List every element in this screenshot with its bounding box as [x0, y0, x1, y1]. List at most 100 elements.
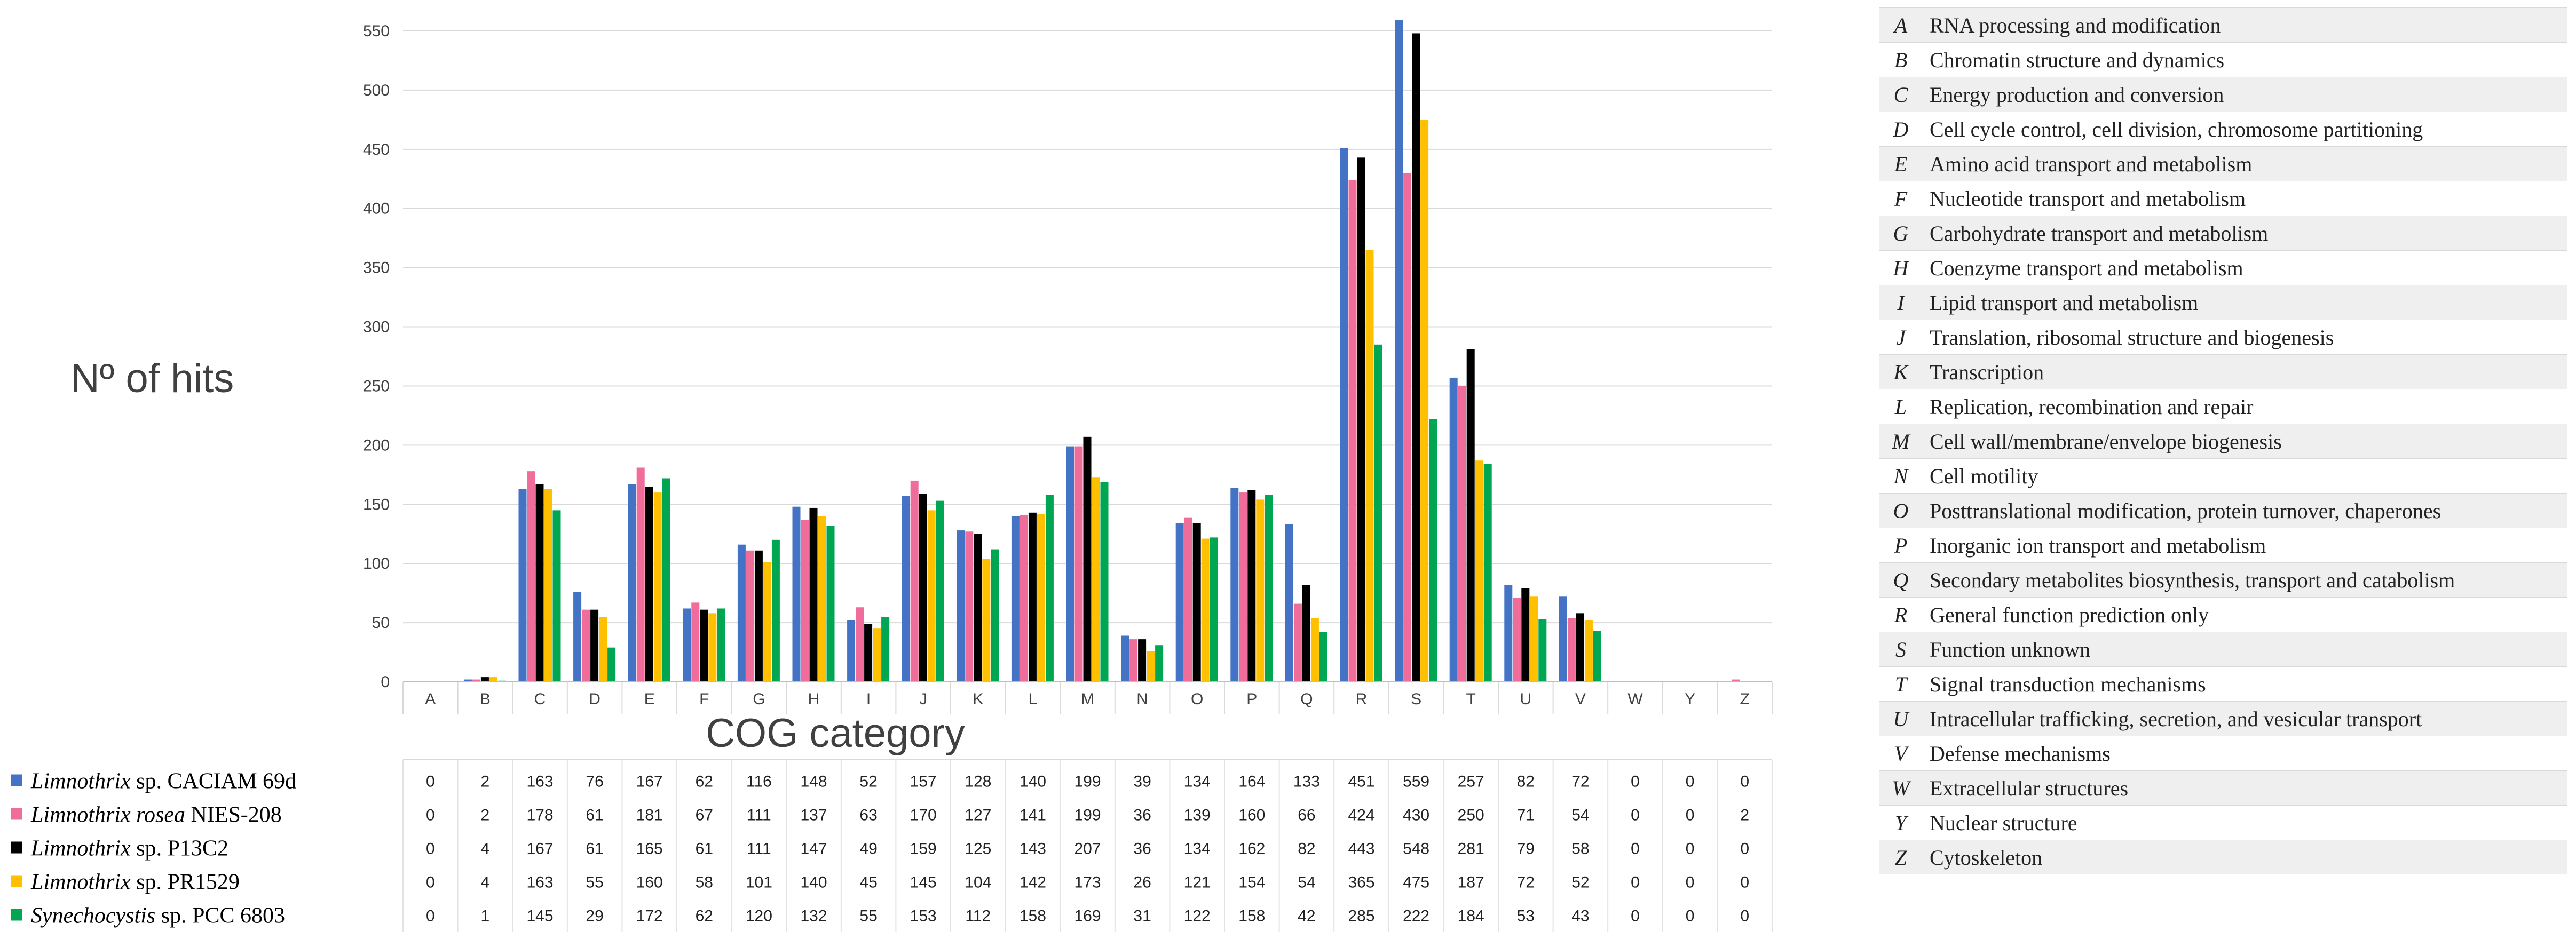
table-cell: 281	[1458, 840, 1484, 858]
cog-legend-row: U Intracellular trafficking, secretion, a…	[1879, 701, 2567, 736]
cog-code: C	[1879, 77, 1923, 112]
cog-legend-row: A RNA processing and modification	[1879, 7, 2567, 43]
table-cell: 49	[859, 840, 877, 858]
bar-M-2	[1074, 446, 1083, 682]
y-axis-title: Nº of hits	[70, 356, 234, 401]
bar-F-3	[700, 609, 708, 682]
x-tick-label: Q	[1300, 690, 1313, 708]
table-cell: 0	[1686, 840, 1695, 858]
cog-code: T	[1879, 666, 1923, 702]
cog-legend-row: E Amino acid transport and metabolism	[1879, 146, 2567, 181]
table-cell: 36	[1133, 807, 1151, 824]
bar-S-2	[1403, 173, 1412, 682]
bar-N-1	[1121, 635, 1129, 682]
x-tick-label: E	[644, 690, 655, 708]
bar-T-3	[1466, 349, 1475, 682]
bar-U-1	[1504, 585, 1513, 682]
bar-P-3	[1247, 490, 1256, 682]
table-cell: 29	[586, 908, 603, 925]
table-cell: 82	[1298, 840, 1315, 858]
bar-K-1	[957, 530, 965, 682]
bar-Q-4	[1310, 618, 1319, 682]
cog-code: N	[1879, 458, 1923, 494]
cog-code: S	[1879, 632, 1923, 667]
table-cell: 134	[1184, 840, 1211, 858]
bar-H-2	[801, 520, 809, 682]
y-tick-label: 50	[372, 614, 390, 632]
x-tick-label: F	[699, 690, 709, 708]
table-cell: 125	[965, 840, 991, 858]
table-cell: 111	[747, 840, 771, 858]
bar-R-4	[1365, 250, 1374, 682]
cog-description: Lipid transport and metabolism	[1923, 285, 2567, 320]
table-cell: 104	[965, 874, 991, 892]
table-cell: 162	[1238, 840, 1265, 858]
cog-code: I	[1879, 285, 1923, 320]
bar-O-3	[1192, 523, 1201, 682]
bar-Q-3	[1302, 585, 1310, 682]
bar-E-1	[628, 484, 636, 682]
x-tick-label: N	[1136, 690, 1148, 708]
bar-N-2	[1129, 639, 1138, 682]
bar-P-4	[1256, 499, 1265, 682]
table-cell: 61	[696, 840, 713, 858]
cog-code: R	[1879, 597, 1923, 632]
cog-code: F	[1879, 181, 1923, 216]
table-cell: 101	[746, 874, 772, 892]
x-tick-label: W	[1627, 690, 1643, 708]
bar-O-5	[1210, 537, 1218, 682]
bar-I-3	[864, 624, 873, 682]
cog-description: Inorganic ion transport and metabolism	[1923, 528, 2567, 563]
table-cell: 143	[1020, 840, 1046, 858]
cog-description: Secondary metabolites biosynthesis, tran…	[1923, 562, 2567, 598]
table-cell: 0	[426, 874, 435, 892]
cog-code: M	[1879, 424, 1923, 459]
cog-code: Y	[1879, 805, 1923, 840]
table-cell: 158	[1238, 908, 1265, 925]
table-cell: 257	[1458, 773, 1484, 791]
legend-swatch	[11, 875, 22, 887]
table-cell: 2	[481, 773, 490, 791]
table-cell: 72	[1517, 874, 1535, 892]
cog-legend-row: M Cell wall/membrane/envelope biogenesis	[1879, 424, 2567, 459]
cog-code: A	[1879, 7, 1923, 43]
table-cell: 157	[910, 773, 937, 791]
table-cell: 0	[426, 840, 435, 858]
table-cell: 181	[636, 807, 663, 824]
bar-V-5	[1593, 631, 1601, 682]
bar-L-4	[1037, 514, 1045, 682]
cog-legend-row: S Function unknown	[1879, 632, 2567, 667]
cog-code: H	[1879, 250, 1923, 285]
bar-S-4	[1420, 120, 1429, 682]
bar-B-3	[480, 677, 489, 682]
table-cell: 148	[800, 773, 827, 791]
cog-code: K	[1879, 354, 1923, 389]
legend-swatch	[11, 841, 22, 854]
table-cell: 167	[526, 840, 553, 858]
cog-legend-row: R General function prediction only	[1879, 597, 2567, 632]
bar-D-2	[582, 609, 590, 682]
bar-E-4	[653, 492, 662, 682]
bar-K-5	[991, 549, 999, 682]
bar-J-5	[936, 500, 944, 682]
bar-I-1	[847, 620, 856, 682]
x-tick-label: M	[1081, 690, 1094, 708]
bar-E-2	[636, 467, 645, 682]
cog-legend-row: G Carbohydrate transport and metabolism	[1879, 216, 2567, 251]
cog-description: Extracellular structures	[1923, 770, 2567, 806]
cog-legend-row: F Nucleotide transport and metabolism	[1879, 181, 2567, 216]
bar-O-2	[1184, 517, 1192, 682]
table-cell: 0	[426, 773, 435, 791]
bar-V-3	[1576, 613, 1584, 682]
table-cell: 0	[1740, 773, 1749, 791]
table-cell: 0	[1631, 840, 1640, 858]
table-cell: 159	[910, 840, 937, 858]
bar-D-4	[599, 617, 607, 682]
bar-J-3	[919, 494, 927, 682]
bar-S-1	[1395, 20, 1403, 682]
table-cell: 54	[1571, 807, 1589, 824]
bar-P-5	[1265, 495, 1273, 682]
bar-F-1	[683, 608, 691, 682]
cog-code: D	[1879, 112, 1923, 147]
data-table: Limnothrix sp. CACIAM 69d 0 2 163 76 167 62 116…	[11, 759, 1773, 932]
